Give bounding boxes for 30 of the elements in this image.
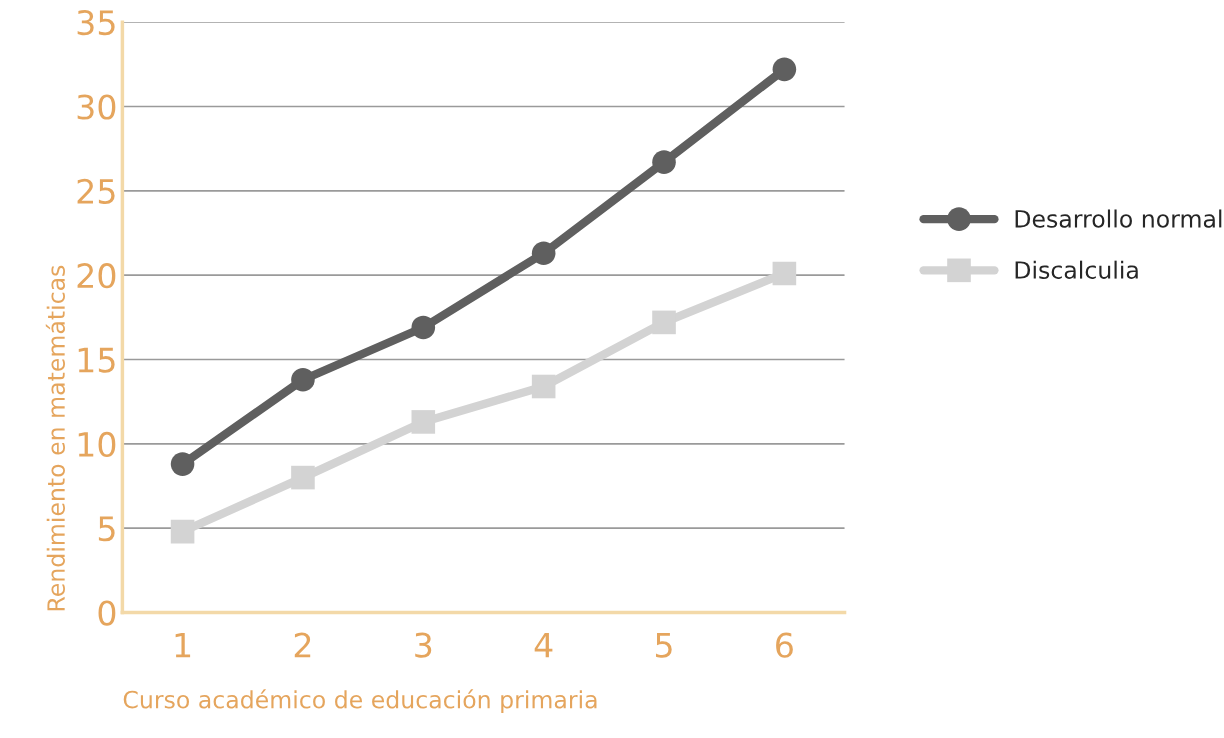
y-tick-label: 15 [78, 347, 115, 373]
point [411, 410, 436, 434]
point [652, 150, 676, 174]
point [772, 261, 797, 286]
x-tick-label: 3 [415, 632, 432, 658]
x-tick-label: 6 [776, 632, 793, 658]
point [772, 57, 797, 82]
point [170, 519, 195, 544]
y-tick-label: 5 [98, 516, 115, 542]
x-axis-title: Curso académico de educación primaria [123, 689, 597, 714]
y-tick-label: 35 [77, 10, 115, 36]
x-tick-label: 2 [294, 632, 311, 658]
point [170, 452, 195, 476]
y-tick-label: 0 [98, 600, 116, 626]
point [291, 465, 315, 490]
x-tick-label: 4 [534, 633, 553, 658]
point [531, 374, 556, 399]
y-axis-title: Rendimiento en matemáticas [45, 265, 65, 611]
legend-label: Desarrollo normal [1015, 209, 1222, 228]
point [291, 367, 315, 392]
x-tick-label: 1 [175, 633, 191, 658]
y-tick-label: 20 [77, 263, 116, 289]
x-tick-label: 5 [655, 633, 672, 658]
y-tick-label: 25 [77, 178, 115, 204]
point [652, 310, 676, 335]
y-tick-label: 10 [78, 431, 116, 457]
legend-label: Discalculia [1015, 260, 1138, 279]
point [531, 241, 556, 266]
point [411, 315, 436, 340]
y-tick-label: 30 [77, 94, 116, 120]
